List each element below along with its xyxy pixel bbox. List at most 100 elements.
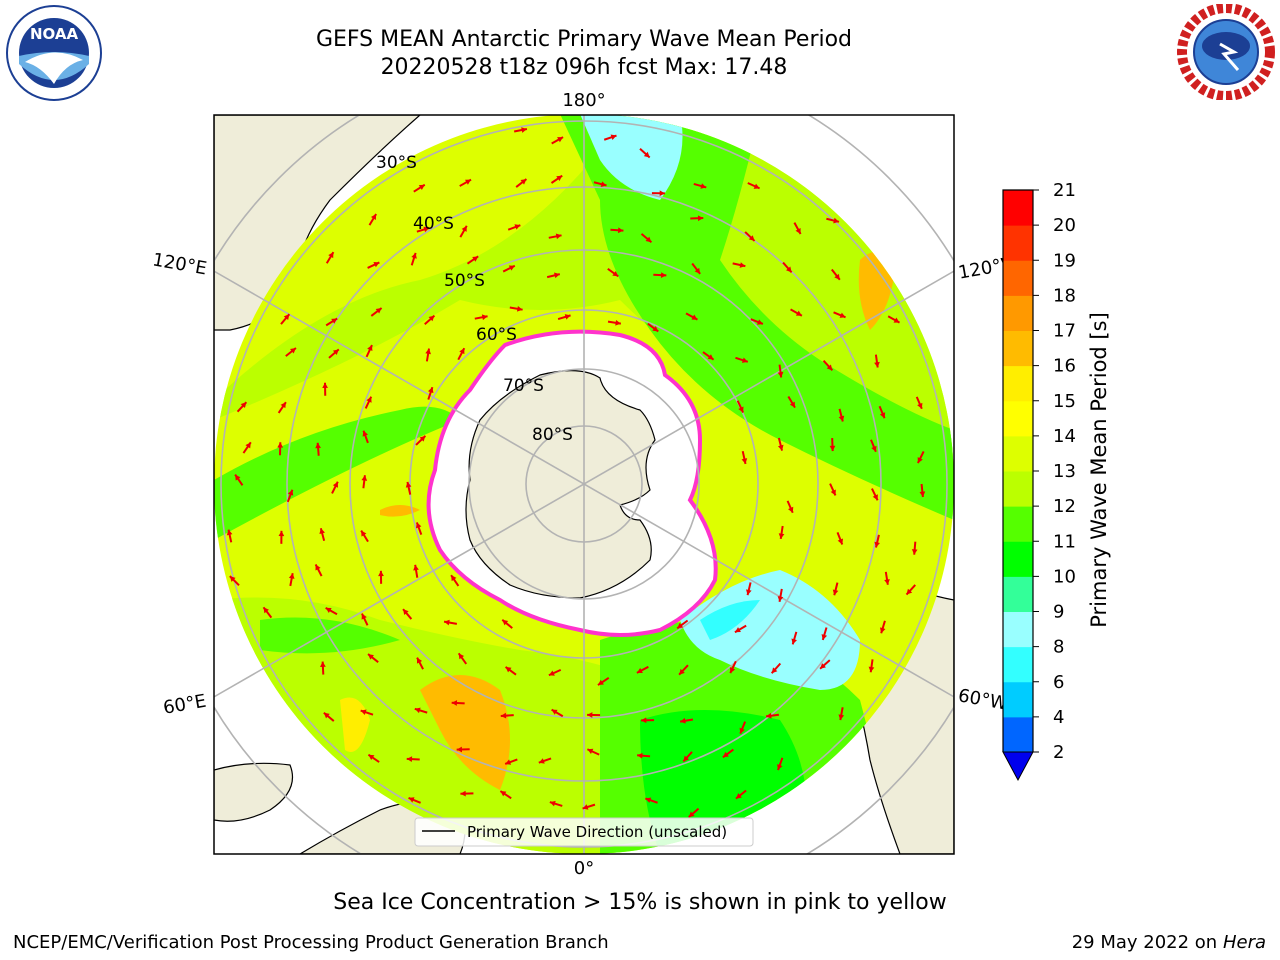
sea-ice-caption: Sea Ice Concentration > 15% is shown in … (333, 890, 947, 915)
wave-direction-arrow (770, 662, 782, 674)
wave-direction-arrow (676, 619, 689, 630)
wave-direction-arrow (691, 262, 701, 275)
wave-direction-arrow (546, 272, 561, 279)
wave-direction-arrow (408, 796, 421, 804)
wave-direction-arrow (741, 451, 748, 465)
wave-direction-arrow (640, 233, 653, 244)
colorbar-tick-label: 15 (1053, 391, 1076, 412)
wave-direction-arrow (879, 620, 886, 634)
wave-direction-arrow (361, 613, 369, 626)
wave-direction-arrow (826, 217, 840, 224)
wave-direction-arrow (915, 396, 923, 410)
wave-direction-arrow (790, 308, 803, 317)
noaa-logo: NOAA (6, 5, 102, 101)
nws-logo (1177, 4, 1275, 100)
wave-direction-arrow (765, 712, 780, 719)
wave-direction-arrow (778, 525, 785, 540)
wave-direction-arrow (836, 532, 844, 545)
wave-direction-arrow (323, 711, 335, 722)
wave-direction-arrow (325, 607, 338, 616)
wave-direction-arrow (474, 314, 488, 321)
wave-direction-arrow (319, 527, 326, 542)
run-date: 29 May 2022 on Hera (1072, 932, 1266, 953)
wave-direction-arrow (551, 136, 564, 145)
wave-direction-arrow (504, 666, 517, 676)
wave-direction-arrow (735, 789, 747, 800)
wave-direction-arrow (226, 529, 233, 543)
wave-direction-arrow (739, 721, 747, 735)
colorbar-label: Primary Wave Mean Period [s] (1087, 312, 1111, 628)
run-date-text: 29 May 2022 on (1071, 932, 1218, 953)
wave-direction-arrow (242, 441, 252, 454)
wave-direction-arrow (791, 631, 798, 645)
wave-direction-arrow (582, 803, 596, 810)
wave-direction-arrow (917, 450, 925, 464)
wave-direction-arrow (277, 401, 287, 414)
wave-direction-arrow (501, 619, 513, 629)
wave-direction-arrow (367, 753, 380, 763)
antarctica-land (465, 370, 656, 599)
wave-direction-arrow (538, 757, 552, 764)
wave-direction-arrow (831, 268, 841, 281)
wave-direction-arrow (325, 251, 335, 264)
wave-direction-arrow (499, 790, 512, 800)
colorbar-segment (1003, 611, 1033, 648)
wave-direction-arrow (286, 489, 294, 503)
lat-label-30s: 30°S (376, 153, 417, 173)
wave-direction-arrows (226, 127, 926, 818)
madagascar-land (214, 762, 294, 822)
wave-direction-arrow (500, 712, 514, 719)
wave-direction-arrow (745, 582, 752, 596)
wave-direction-arrow (285, 347, 297, 357)
wave-direction-arrow (416, 657, 424, 670)
wave-direction-arrow (641, 717, 655, 724)
svg-text:NOAA: NOAA (30, 25, 79, 43)
wave-direction-arrow (874, 534, 880, 548)
lat-label-80s: 80°S (532, 425, 573, 445)
wave-direction-arrow (278, 530, 285, 544)
lon-label-60w: 60°W (957, 685, 1010, 714)
wave-direction-arrow (685, 312, 698, 321)
wave-direction-arrow (878, 405, 886, 419)
wave-direction-arrow (509, 305, 523, 312)
colorbar-extend-triangle (1002, 751, 1034, 782)
colorbar-tick-label: 6 (1053, 672, 1064, 693)
wave-direction-arrow (647, 322, 659, 333)
colorbar-segment (1003, 506, 1033, 542)
wave-direction-arrow (460, 790, 474, 797)
wave-direction-arrow (413, 564, 419, 578)
producer-credit: NCEP/EMC/Verification Post Processing Pr… (13, 932, 609, 953)
wave-direction-arrow (586, 748, 600, 756)
colorbar-tick-label: 9 (1053, 602, 1064, 623)
wave-direction-arrow (466, 255, 479, 265)
lon-label-120e: 120°E (151, 249, 209, 279)
wave-direction-arrow (515, 178, 528, 188)
wave-direction-arrow (688, 807, 700, 818)
wave-direction-arrow (603, 134, 617, 141)
wave-direction-arrow (416, 226, 430, 233)
wave-direction-arrow (331, 481, 339, 494)
wave-direction-arrow (425, 348, 431, 362)
colorbar-segment (1003, 260, 1033, 296)
wave-direction-arrow (679, 717, 694, 724)
wave-direction-arrow (236, 401, 248, 413)
wave-direction-arrow (829, 483, 837, 496)
wave-direction-arrow (551, 708, 564, 718)
wave-direction-arrow (782, 261, 793, 274)
colorbar-segment (1003, 190, 1033, 226)
wave-direction-arrow (750, 318, 764, 325)
wave-direction-arrow (702, 351, 715, 361)
wave-direction-arrow (868, 659, 875, 673)
wave-direction-arrow (729, 660, 737, 674)
wave-direction-arrow (682, 751, 693, 763)
colorbar-tick-label: 10 (1053, 566, 1076, 587)
colorbar-segment (1003, 295, 1033, 331)
colorbar-tick-label: 14 (1053, 426, 1076, 447)
wave-direction-arrow (734, 624, 747, 634)
wave-direction-arrow (459, 178, 472, 187)
wave-direction-arrow (360, 530, 369, 543)
lon-label-180: 180° (562, 90, 605, 111)
wave-direction-arrow (406, 756, 420, 763)
wave-direction-arrow (832, 582, 839, 596)
colorbar-tick-label: 13 (1053, 461, 1076, 482)
